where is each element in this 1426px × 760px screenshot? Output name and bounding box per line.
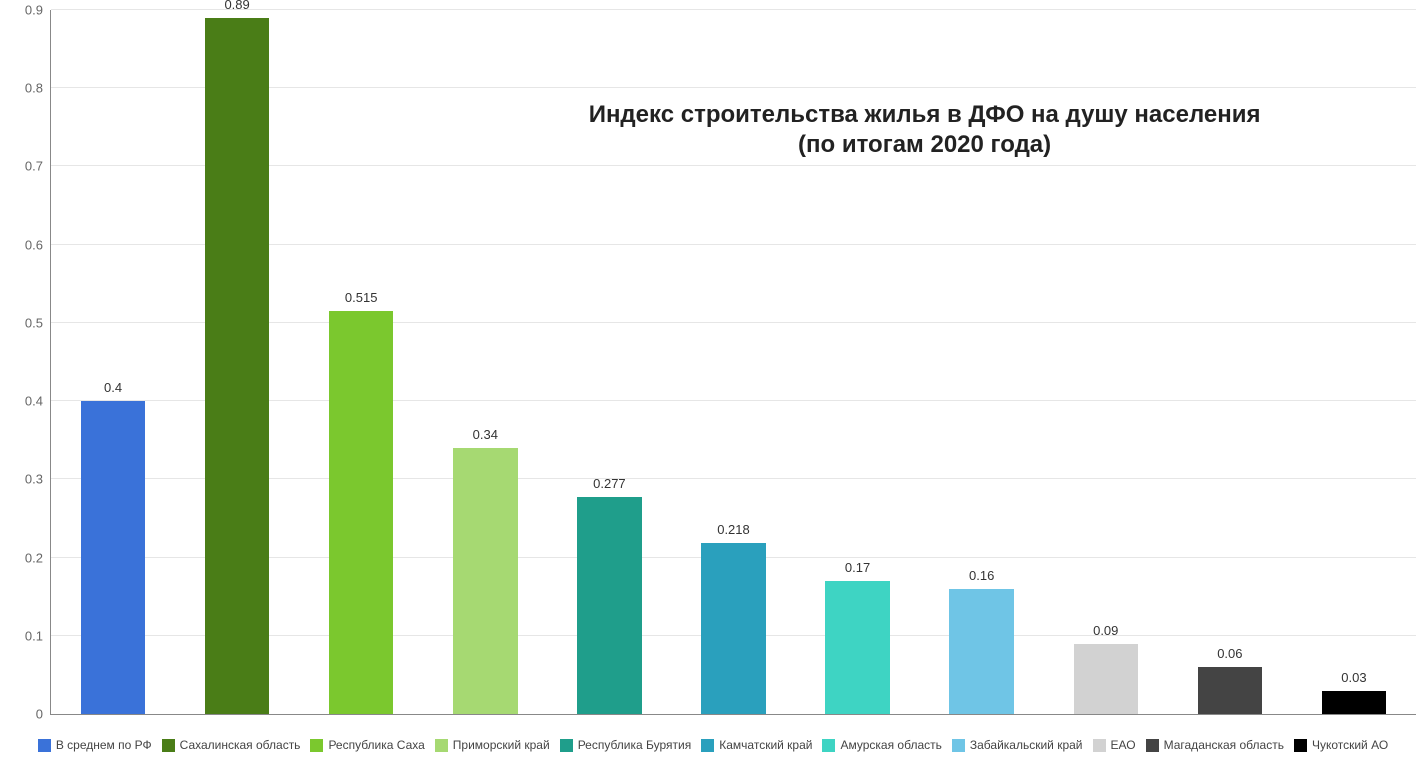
legend-swatch <box>38 739 51 752</box>
bar-value-label: 0.89 <box>224 0 249 18</box>
legend-item: Забайкальский край <box>952 738 1083 752</box>
bar: 0.218 <box>701 543 766 714</box>
legend-item: Приморский край <box>435 738 550 752</box>
legend-label: Сахалинская область <box>180 738 301 752</box>
ytick-label: 0.6 <box>25 237 51 252</box>
bar-value-label: 0.4 <box>104 380 122 401</box>
bar-chart: 0.40.890.5150.340.2770.2180.170.160.090.… <box>0 0 1426 760</box>
legend-label: Магаданская область <box>1164 738 1284 752</box>
bar-value-label: 0.03 <box>1341 670 1366 691</box>
legend: В среднем по РФ Сахалинская область Респуб… <box>0 730 1426 760</box>
bar: 0.16 <box>949 589 1014 714</box>
legend-label: Забайкальский край <box>970 738 1083 752</box>
bar-value-label: 0.34 <box>473 427 498 448</box>
legend-label: Республика Саха <box>328 738 424 752</box>
legend-label: Камчатский край <box>719 738 812 752</box>
legend-swatch <box>701 739 714 752</box>
bar-value-label: 0.09 <box>1093 623 1118 644</box>
legend-swatch <box>560 739 573 752</box>
legend-item: В среднем по РФ <box>38 738 152 752</box>
legend-swatch <box>310 739 323 752</box>
bar: 0.277 <box>577 497 642 714</box>
bar-value-label: 0.277 <box>593 476 626 497</box>
bar: 0.515 <box>329 311 394 714</box>
legend-swatch <box>1093 739 1106 752</box>
bar: 0.17 <box>825 581 890 714</box>
chart-title-line1: Индекс строительства жилья в ДФО на душу… <box>589 101 1261 128</box>
bar-value-label: 0.17 <box>845 560 870 581</box>
ytick-label: 0.4 <box>25 394 51 409</box>
ytick-label: 0 <box>36 707 51 722</box>
legend-label: Амурская область <box>840 738 941 752</box>
legend-item: Чукотский АО <box>1294 738 1388 752</box>
legend-swatch <box>162 739 175 752</box>
ytick-label: 0.2 <box>25 550 51 565</box>
chart-title: Индекс строительства жилья в ДФО на душу… <box>461 100 1389 160</box>
chart-title-line2: (по итогам 2020 года) <box>798 131 1051 158</box>
bar: 0.89 <box>205 18 270 714</box>
ytick-label: 0.5 <box>25 315 51 330</box>
legend-item: Магаданская область <box>1146 738 1284 752</box>
bar: 0.06 <box>1198 667 1263 714</box>
bar-value-label: 0.06 <box>1217 646 1242 667</box>
bar-value-label: 0.16 <box>969 568 994 589</box>
legend-swatch <box>435 739 448 752</box>
legend-item: Амурская область <box>822 738 941 752</box>
legend-item: Камчатский край <box>701 738 812 752</box>
ytick-label: 0.9 <box>25 3 51 18</box>
bar-value-label: 0.218 <box>717 522 750 543</box>
legend-swatch <box>952 739 965 752</box>
bar-value-label: 0.515 <box>345 290 378 311</box>
legend-item: Сахалинская область <box>162 738 301 752</box>
bar: 0.4 <box>81 401 146 714</box>
bar: 0.09 <box>1074 644 1139 714</box>
legend-label: Приморский край <box>453 738 550 752</box>
legend-label: ЕАО <box>1111 738 1136 752</box>
legend-label: Республика Бурятия <box>578 738 692 752</box>
legend-item: ЕАО <box>1093 738 1136 752</box>
ytick-label: 0.1 <box>25 628 51 643</box>
ytick-label: 0.8 <box>25 81 51 96</box>
legend-swatch <box>1294 739 1307 752</box>
bar: 0.34 <box>453 448 518 714</box>
legend-label: Чукотский АО <box>1312 738 1388 752</box>
ytick-label: 0.7 <box>25 159 51 174</box>
ytick-label: 0.3 <box>25 472 51 487</box>
bar: 0.03 <box>1322 691 1387 714</box>
legend-swatch <box>822 739 835 752</box>
legend-item: Республика Саха <box>310 738 424 752</box>
legend-label: В среднем по РФ <box>56 738 152 752</box>
legend-item: Республика Бурятия <box>560 738 692 752</box>
plot-area: 0.40.890.5150.340.2770.2180.170.160.090.… <box>50 10 1416 715</box>
legend-swatch <box>1146 739 1159 752</box>
